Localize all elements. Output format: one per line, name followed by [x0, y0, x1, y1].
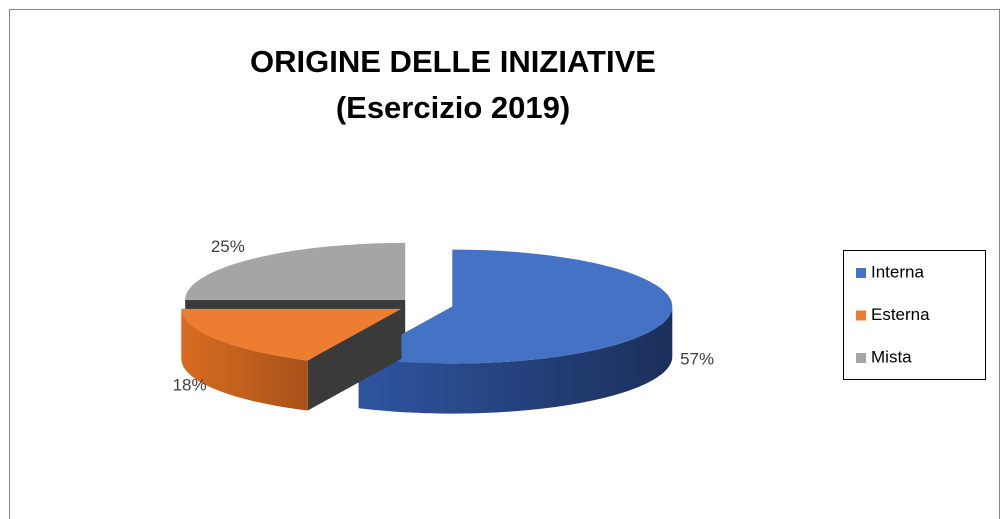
slice-top — [185, 242, 406, 300]
data-label: 57% — [680, 350, 714, 369]
chart-title: ORIGINE DELLE INIZIATIVE — [250, 44, 656, 79]
legend-label: Mista — [871, 347, 912, 366]
slice — [181, 308, 402, 411]
slice-side — [181, 308, 308, 411]
chart-subtitle: (Esercizio 2019) — [336, 90, 570, 125]
chart-border — [9, 9, 1000, 519]
slice-top — [358, 249, 673, 364]
data-label: 18% — [173, 376, 207, 395]
slice-side — [358, 306, 673, 414]
legend-label: Esterna — [871, 305, 930, 324]
slice-top — [181, 308, 402, 361]
slice — [358, 249, 673, 414]
legend-swatch — [856, 310, 866, 321]
legend-swatch — [856, 353, 866, 363]
legend-swatch — [856, 268, 866, 278]
legend-label: Interna — [871, 262, 924, 281]
legend-box — [843, 250, 986, 380]
data-label: 25% — [211, 237, 245, 256]
